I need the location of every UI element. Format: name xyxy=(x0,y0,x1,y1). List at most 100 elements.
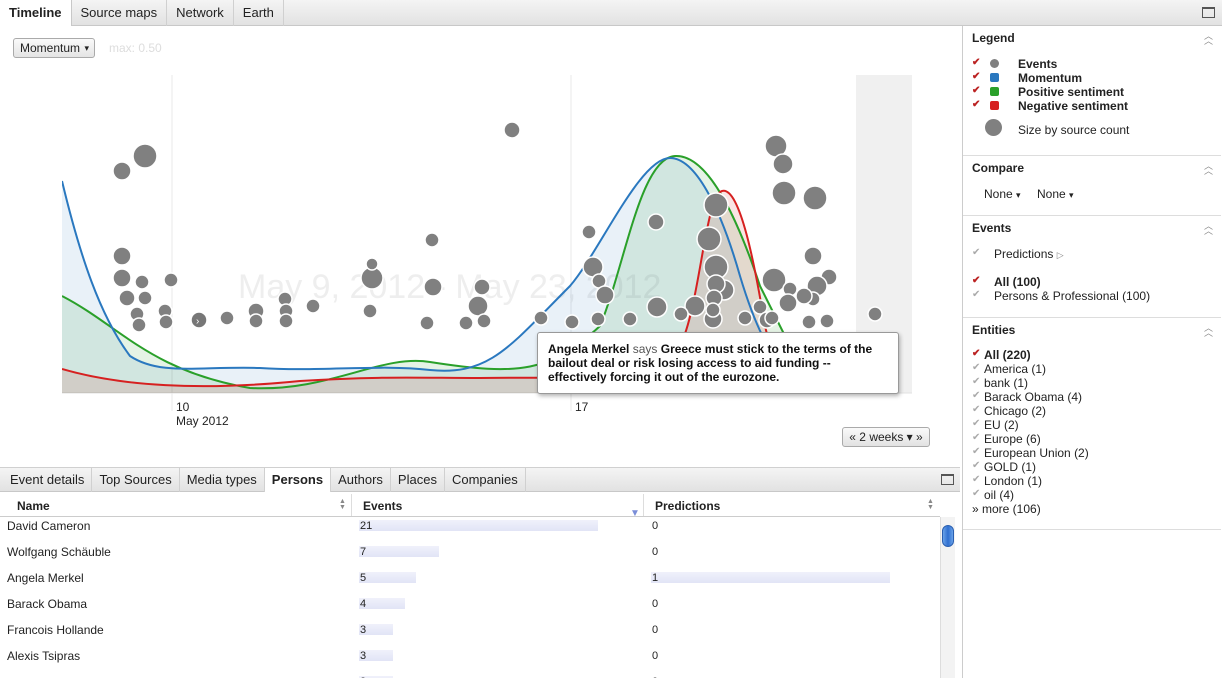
maximize-panel-icon[interactable] xyxy=(941,474,954,485)
table-row[interactable]: Barack Obama 4 0 xyxy=(0,595,940,621)
check-icon[interactable]: ✔ xyxy=(972,404,981,415)
event-bubble[interactable] xyxy=(761,267,787,293)
event-bubble[interactable] xyxy=(365,257,379,271)
timeline-chart[interactable]: May 9, 2012 - May 23, 2012 › 10 May 2012… xyxy=(0,26,960,466)
event-bubble[interactable] xyxy=(778,293,798,313)
event-bubble[interactable] xyxy=(305,298,321,314)
table-row[interactable]: Alexis Tsipras 3 0 xyxy=(0,647,940,673)
event-bubble[interactable] xyxy=(764,310,780,326)
event-bubble[interactable] xyxy=(118,289,136,307)
check-icon[interactable]: ✔ xyxy=(972,275,981,286)
event-bubble[interactable] xyxy=(424,232,440,248)
event-bubble[interactable] xyxy=(590,311,606,327)
check-icon[interactable]: ✔ xyxy=(972,446,981,457)
event-bubble[interactable] xyxy=(867,306,883,322)
metric-select[interactable]: Momentum ▾ xyxy=(13,38,95,58)
event-bubble[interactable] xyxy=(134,274,150,290)
event-bubble[interactable] xyxy=(703,192,729,218)
event-bubble[interactable] xyxy=(503,121,521,139)
event-bubble[interactable] xyxy=(132,143,158,169)
event-bubble[interactable] xyxy=(112,161,132,181)
event-bubble[interactable] xyxy=(802,185,828,211)
entity-item[interactable]: ✔ America (1) xyxy=(972,362,1046,376)
check-icon[interactable]: ✔ xyxy=(972,71,981,82)
collapse-icon[interactable]: ︿ ︿ xyxy=(1203,323,1213,338)
tab-network[interactable]: Network xyxy=(167,0,234,26)
scrollbar-thumb[interactable] xyxy=(942,525,954,547)
event-bubble[interactable] xyxy=(112,246,132,266)
event-bubble[interactable] xyxy=(705,302,721,318)
check-icon[interactable]: ✔ xyxy=(972,376,981,387)
tab-companies[interactable]: Companies xyxy=(445,468,526,492)
event-bubble[interactable] xyxy=(131,317,147,333)
event-bubble[interactable] xyxy=(137,290,153,306)
check-icon[interactable]: ✔ xyxy=(972,390,981,401)
entity-item[interactable]: ✔ Europe (6) xyxy=(972,432,1041,446)
event-bubble[interactable] xyxy=(803,246,823,266)
entity-item[interactable]: ✔ EU (2) xyxy=(972,418,1019,432)
tab-earth[interactable]: Earth xyxy=(234,0,284,26)
event-bubble[interactable] xyxy=(684,295,706,317)
event-bubble[interactable] xyxy=(163,272,179,288)
check-icon[interactable]: ✔ xyxy=(972,99,981,110)
tab-authors[interactable]: Authors xyxy=(331,468,391,492)
entity-item[interactable]: ✔ oil (4) xyxy=(972,488,1014,502)
entity-item[interactable]: ✔ bank (1) xyxy=(972,376,1028,390)
event-bubble[interactable] xyxy=(278,313,294,329)
entity-item[interactable]: ✔ London (1) xyxy=(972,474,1042,488)
event-bubble[interactable] xyxy=(795,287,813,305)
event-bubble[interactable] xyxy=(673,306,689,322)
table-row[interactable]: 30 xyxy=(0,673,940,678)
entities-more-link[interactable]: » more (106) xyxy=(972,502,1041,516)
expand-cluster-icon[interactable] xyxy=(190,311,208,329)
play-icon[interactable]: ▷ xyxy=(1056,250,1064,260)
tab-top-sources[interactable]: Top Sources xyxy=(92,468,180,492)
event-bubble[interactable] xyxy=(771,180,797,206)
collapse-icon[interactable]: ︿ ︿ xyxy=(1203,31,1213,46)
event-bubble[interactable] xyxy=(458,315,474,331)
column-header-predictions[interactable]: Predictions ▲ ▼ xyxy=(644,494,940,516)
entity-item[interactable]: ✔ European Union (2) xyxy=(972,446,1089,460)
event-bubble[interactable] xyxy=(622,311,638,327)
check-icon[interactable]: ✔ xyxy=(972,474,981,485)
check-icon[interactable]: ✔ xyxy=(972,488,981,499)
event-bubble[interactable] xyxy=(581,224,597,240)
tab-timeline[interactable]: Timeline xyxy=(0,0,72,26)
event-bubble[interactable] xyxy=(423,277,443,297)
table-row[interactable]: Angela Merkel 5 1 xyxy=(0,569,940,595)
column-header-name[interactable]: Name ▲ ▼ xyxy=(0,494,352,516)
check-icon[interactable]: ✔ xyxy=(972,57,981,68)
collapse-icon[interactable]: ︿ ︿ xyxy=(1203,221,1213,236)
maximize-icon[interactable] xyxy=(1202,7,1215,18)
event-bubble[interactable] xyxy=(219,310,235,326)
entity-all-item[interactable]: ✔ All (220) xyxy=(972,348,1031,362)
tab-event-details[interactable]: Event details xyxy=(3,468,93,492)
check-icon[interactable]: ✔ xyxy=(972,418,981,429)
compare-second-select[interactable]: None ▾ xyxy=(1037,187,1074,201)
event-bubble[interactable] xyxy=(419,315,435,331)
event-bubble[interactable] xyxy=(737,310,753,326)
time-span-button[interactable]: « 2 weeks ▾ » xyxy=(842,427,930,447)
event-bubble[interactable] xyxy=(819,313,835,329)
event-bubbles[interactable] xyxy=(112,121,883,333)
event-bubble[interactable] xyxy=(533,310,549,326)
event-bubble[interactable] xyxy=(595,285,615,305)
event-bubble[interactable] xyxy=(801,314,817,330)
event-bubble[interactable] xyxy=(646,296,668,318)
check-icon[interactable]: ✔ xyxy=(972,432,981,443)
column-header-events[interactable]: Events ▼ xyxy=(352,494,644,519)
tab-places[interactable]: Places xyxy=(391,468,445,492)
tab-source-maps[interactable]: Source maps xyxy=(72,0,168,26)
events-predictions-item[interactable]: ✔ Predictions ▷ xyxy=(972,247,1064,261)
check-icon[interactable]: ✔ xyxy=(972,85,981,96)
table-row[interactable]: Francois Hollande 3 0 xyxy=(0,621,940,647)
event-bubble[interactable] xyxy=(752,299,768,315)
event-bubble[interactable] xyxy=(772,153,794,175)
check-icon[interactable]: ✔ xyxy=(972,362,981,373)
check-icon[interactable]: ✔ xyxy=(972,289,981,300)
event-bubble[interactable] xyxy=(362,303,378,319)
events-all-item[interactable]: ✔ All (100) xyxy=(972,275,1041,289)
entity-item[interactable]: ✔ GOLD (1) xyxy=(972,460,1036,474)
event-bubble[interactable] xyxy=(112,268,132,288)
events-persons-item[interactable]: ✔ Persons & Professional (100) xyxy=(972,289,1150,303)
